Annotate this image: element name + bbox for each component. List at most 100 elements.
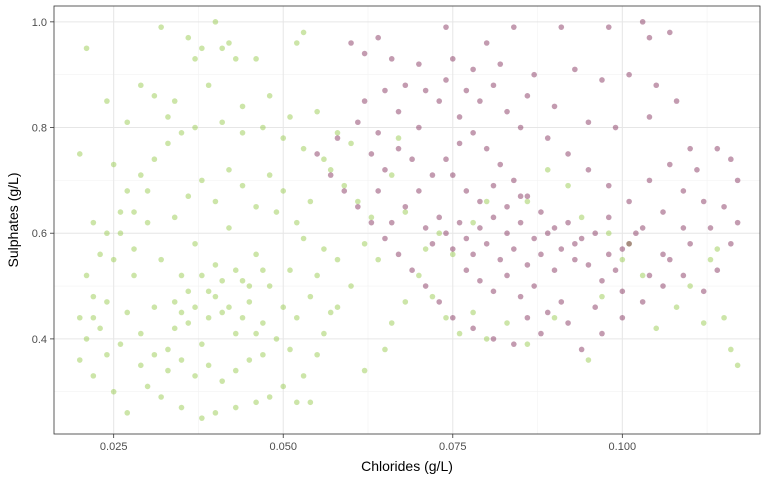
data-point bbox=[443, 314, 449, 321]
data-point bbox=[490, 182, 497, 189]
data-point bbox=[273, 336, 280, 342]
data-point bbox=[178, 272, 185, 279]
data-point bbox=[334, 135, 341, 141]
data-point bbox=[388, 219, 395, 226]
data-point bbox=[97, 325, 103, 332]
data-point bbox=[700, 288, 707, 295]
major-gridlines bbox=[54, 6, 760, 434]
data-point bbox=[144, 383, 151, 390]
data-point bbox=[477, 225, 483, 231]
data-point bbox=[307, 293, 314, 300]
data-point bbox=[171, 214, 178, 221]
data-point bbox=[544, 309, 551, 316]
data-point bbox=[192, 373, 198, 379]
data-point bbox=[633, 230, 639, 237]
data-point bbox=[90, 219, 97, 226]
data-point bbox=[165, 114, 171, 120]
data-point bbox=[544, 135, 551, 141]
data-point bbox=[477, 198, 483, 205]
data-point bbox=[646, 114, 653, 120]
data-point bbox=[178, 130, 185, 136]
data-point bbox=[565, 320, 571, 326]
data-point bbox=[341, 188, 348, 194]
data-point bbox=[619, 256, 626, 263]
data-point bbox=[443, 230, 449, 237]
data-point bbox=[585, 119, 592, 126]
data-point bbox=[124, 309, 131, 316]
data-point bbox=[443, 24, 449, 30]
data-point bbox=[728, 346, 734, 353]
data-point bbox=[565, 219, 571, 226]
data-point bbox=[524, 341, 531, 347]
data-point bbox=[700, 198, 707, 205]
data-point bbox=[327, 309, 334, 316]
data-point bbox=[395, 135, 402, 141]
data-point bbox=[429, 293, 436, 300]
data-point bbox=[626, 240, 632, 247]
data-point bbox=[483, 198, 490, 205]
data-point bbox=[687, 283, 693, 289]
data-point bbox=[192, 124, 198, 131]
data-point bbox=[646, 272, 653, 279]
data-point bbox=[171, 98, 178, 104]
data-point bbox=[239, 314, 246, 321]
data-point bbox=[280, 188, 287, 194]
data-point bbox=[470, 130, 476, 136]
data-point bbox=[707, 225, 714, 231]
data-point bbox=[524, 262, 531, 268]
data-point bbox=[416, 188, 422, 194]
data-point bbox=[558, 24, 565, 30]
data-point bbox=[449, 56, 456, 62]
data-point bbox=[178, 404, 185, 411]
data-point bbox=[517, 293, 524, 300]
data-point bbox=[131, 272, 137, 279]
data-point bbox=[382, 87, 388, 94]
data-point bbox=[504, 108, 510, 115]
data-point bbox=[511, 341, 517, 347]
data-point bbox=[680, 188, 687, 194]
data-point bbox=[192, 304, 198, 310]
data-point bbox=[694, 167, 700, 173]
data-point bbox=[219, 309, 225, 316]
data-point bbox=[348, 140, 354, 147]
data-point bbox=[436, 299, 443, 305]
data-point bbox=[348, 283, 354, 289]
y-tick-label: 1.0 bbox=[32, 17, 47, 29]
data-point bbox=[538, 209, 544, 215]
data-point bbox=[653, 82, 660, 89]
data-point bbox=[700, 320, 707, 326]
data-point bbox=[199, 45, 205, 52]
data-point bbox=[321, 156, 327, 163]
data-point bbox=[151, 93, 158, 99]
data-point bbox=[551, 314, 558, 321]
data-point bbox=[734, 177, 741, 184]
data-point bbox=[205, 82, 212, 89]
data-point bbox=[232, 56, 239, 62]
data-point bbox=[470, 309, 476, 316]
data-point bbox=[422, 283, 429, 289]
data-point bbox=[728, 240, 734, 247]
data-point bbox=[253, 203, 259, 210]
data-point bbox=[382, 346, 388, 353]
data-point bbox=[226, 304, 232, 310]
data-point bbox=[599, 77, 605, 83]
data-point bbox=[368, 214, 375, 221]
data-point bbox=[551, 103, 558, 110]
data-point bbox=[497, 61, 504, 67]
panel-border bbox=[53, 5, 761, 435]
data-point bbox=[314, 151, 320, 157]
data-point bbox=[178, 357, 185, 363]
data-point bbox=[90, 314, 97, 321]
x-tick-label: 0.075 bbox=[439, 441, 467, 453]
data-point bbox=[266, 172, 273, 178]
y-axis-title: Sulphates (g/L) bbox=[5, 173, 21, 268]
data-point bbox=[273, 209, 280, 215]
data-point bbox=[531, 71, 537, 78]
data-point bbox=[300, 235, 307, 242]
data-point bbox=[538, 330, 544, 337]
data-point bbox=[592, 304, 598, 310]
data-point bbox=[436, 214, 443, 221]
data-point bbox=[578, 235, 585, 242]
